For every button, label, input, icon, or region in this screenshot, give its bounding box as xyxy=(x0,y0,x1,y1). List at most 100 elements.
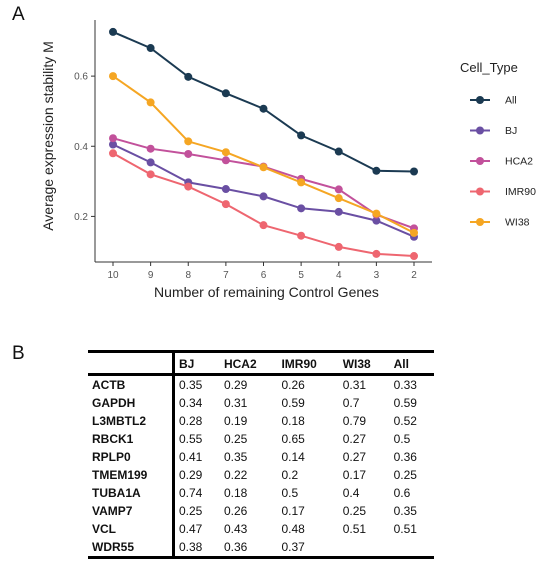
legend-item-wi38: WI38 xyxy=(470,217,530,229)
legend-label: IMR90 xyxy=(505,186,536,198)
table-cell: 0.25 xyxy=(342,504,367,518)
legend-title: Cell_Type xyxy=(460,60,518,75)
table-cell: 0.34 xyxy=(179,396,203,410)
data-point-bj xyxy=(146,158,155,167)
gene-name: VCL xyxy=(88,520,175,538)
gene-name: L3MBTL2 xyxy=(88,412,175,430)
table-cell: 0.4 xyxy=(342,486,360,500)
gene-name: RBCK1 xyxy=(88,430,175,448)
data-point-bj xyxy=(372,216,381,225)
legend-item-imr90: IMR90 xyxy=(470,186,536,198)
data-point-hca2 xyxy=(221,156,230,165)
table-row: RPLP0 0.41 0.35 0.14 0.27 0.36 xyxy=(88,448,434,466)
data-point-wi38 xyxy=(146,98,155,107)
table-row: L3MBTL2 0.28 0.19 0.18 0.79 0.52 xyxy=(88,412,434,430)
table-cell: 0.43 xyxy=(223,522,248,536)
gene-name: TMEM199 xyxy=(88,466,175,484)
x-tick-label: 9 xyxy=(148,270,154,281)
data-point-wi38 xyxy=(109,72,117,81)
table-cell: 0.36 xyxy=(393,450,417,464)
legend-swatch-point xyxy=(476,157,484,165)
table-cell: 0.29 xyxy=(223,378,248,392)
data-point-bj xyxy=(109,140,117,149)
table-cell: 0.18 xyxy=(223,486,248,500)
y-tick-label: 0.4 xyxy=(74,142,88,153)
legend-label: All xyxy=(505,95,517,107)
gene-name: TUBA1A xyxy=(88,484,175,502)
data-point-wi38 xyxy=(259,163,268,172)
legend-item-all: All xyxy=(470,95,517,107)
table-cell: 0.31 xyxy=(223,396,248,410)
data-point-wi38 xyxy=(410,228,418,237)
table-cell: 0.55 xyxy=(179,432,203,446)
data-point-hca2 xyxy=(184,149,193,158)
table-row: GAPDH 0.34 0.31 0.59 0.7 0.59 xyxy=(88,394,434,412)
column-header-imr90: IMR90 xyxy=(281,357,317,371)
table-cell: 0.33 xyxy=(393,378,417,392)
table-cell: 0.17 xyxy=(342,468,367,482)
data-point-imr90 xyxy=(221,200,230,209)
table-cell: 0.36 xyxy=(223,540,248,554)
chart-axes: 0.2 0.4 0.6 10 9 8 7 6 5 4 3 2 Number of remaining C… xyxy=(40,20,432,300)
table-cell: 0.41 xyxy=(179,450,203,464)
table-cell: 0.5 xyxy=(393,432,411,446)
data-point-all xyxy=(297,131,306,140)
table-cell xyxy=(390,538,434,558)
table-cell: 0.52 xyxy=(393,414,417,428)
legend-label: HCA2 xyxy=(505,156,533,168)
x-tick-label: 5 xyxy=(298,270,304,281)
table-row: WDR55 0.38 0.36 0.37 xyxy=(88,538,434,558)
table-header-row: BJ HCA2 IMR90 WI38 All xyxy=(88,351,434,375)
legend-item-bj: BJ xyxy=(470,125,517,137)
data-point-bj xyxy=(221,185,230,194)
table-cell: 0.59 xyxy=(281,396,305,410)
legend-swatch-point xyxy=(476,126,484,135)
legend-item-hca2: HCA2 xyxy=(470,156,533,168)
table-row: TMEM199 0.29 0.22 0.2 0.17 0.25 xyxy=(88,466,434,484)
data-point-all xyxy=(184,72,193,81)
data-point-all xyxy=(334,147,343,156)
y-tick-label: 0.6 xyxy=(74,72,88,83)
column-header-bj: BJ xyxy=(179,357,195,371)
table-cell: 0.74 xyxy=(179,486,203,500)
data-point-imr90 xyxy=(259,221,268,230)
series-all xyxy=(109,27,418,176)
data-point-all xyxy=(410,167,418,176)
table-row: VCL 0.47 0.43 0.48 0.51 0.51 xyxy=(88,520,434,538)
x-axis-title: Number of remaining Control Genes xyxy=(154,284,379,300)
data-point-imr90 xyxy=(109,149,117,158)
data-point-imr90 xyxy=(184,182,193,191)
data-point-all xyxy=(259,104,268,113)
table-cell: 0.48 xyxy=(281,522,305,536)
x-tick-label: 10 xyxy=(107,270,119,281)
data-point-wi38 xyxy=(334,194,343,203)
data-point-bj xyxy=(259,192,268,201)
series-wi38 xyxy=(109,72,418,237)
table-cell: 0.25 xyxy=(393,468,417,482)
table-cell: 0.35 xyxy=(179,378,203,392)
data-point-imr90 xyxy=(372,249,381,258)
data-point-wi38 xyxy=(184,137,193,146)
line-chart: 0.2 0.4 0.6 10 9 8 7 6 5 4 3 2 Number of remaining C… xyxy=(40,20,536,300)
table-cell: 0.27 xyxy=(342,432,367,446)
data-point-wi38 xyxy=(372,209,381,218)
data-point-imr90 xyxy=(334,242,343,251)
data-point-hca2 xyxy=(146,144,155,153)
table-cell: 0.27 xyxy=(342,450,367,464)
gene-name: GAPDH xyxy=(88,394,175,412)
table-cell: 0.5 xyxy=(281,486,299,500)
table-body: ACTB 0.35 0.29 0.26 0.31 0.33 GAPDH 0.34 0.31 0.5… xyxy=(88,374,434,558)
column-header-wi38: WI38 xyxy=(342,357,371,371)
legend-label: WI38 xyxy=(505,217,530,229)
y-tick-label: 0.2 xyxy=(74,212,88,223)
data-point-all xyxy=(146,44,155,53)
table-cell xyxy=(339,538,390,558)
x-tick-label: 4 xyxy=(336,270,342,281)
table-corner-cell xyxy=(88,351,175,375)
x-tick-label: 7 xyxy=(223,270,229,281)
chart-series xyxy=(109,27,418,261)
table-cell: 0.38 xyxy=(179,540,203,554)
table-cell: 0.25 xyxy=(223,432,248,446)
legend-swatch-point xyxy=(476,187,484,196)
legend-swatch-point xyxy=(476,96,484,104)
